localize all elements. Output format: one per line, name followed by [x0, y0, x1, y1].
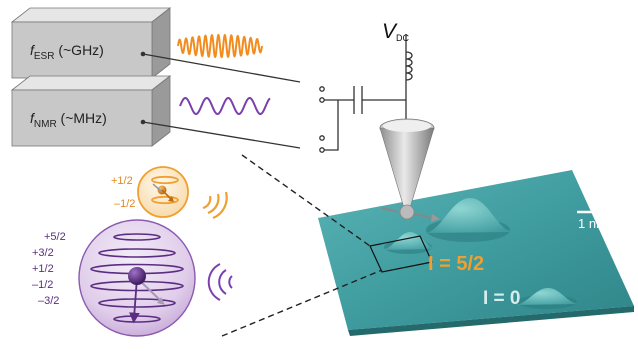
nuclear-level-label: +1/2	[32, 263, 54, 275]
esr-generator-box: fESR (~GHz)	[10, 7, 172, 79]
nmr-radiofrequency-signal	[179, 96, 271, 116]
inductor-coil	[405, 51, 413, 81]
esr-generator-label: fESR (~GHz)	[30, 42, 104, 62]
peak-label-large: I = 5/2	[428, 253, 484, 275]
nmr-generator-box: fNMR (~MHz)	[10, 75, 172, 147]
stm-tip	[379, 118, 440, 222]
scale-bar: 1 nm	[577, 210, 612, 231]
svg-text:1 nm: 1 nm	[578, 216, 607, 231]
dc-voltage-label: VDC	[382, 20, 410, 43]
sample-surface	[318, 170, 634, 336]
nmr-generator-label: fNMR (~MHz)	[30, 110, 107, 130]
nmr-emission-arcs	[207, 263, 233, 301]
peak-label-small: I = 0	[483, 288, 521, 309]
electron-spin-up-label: +1/2	[111, 175, 133, 187]
electron-spin-down-label: –1/2	[114, 198, 135, 210]
nuclear-level-label: +5/2	[44, 231, 66, 243]
nuclear-level-label: –1/2	[32, 279, 53, 291]
electron-spin-sphere	[137, 166, 189, 218]
esr-microwave-signal	[177, 33, 263, 59]
nuclear-level-labels: +5/2 +3/2 +1/2 –1/2 –3/2	[32, 231, 66, 307]
zoom-projection-lines	[221, 154, 383, 337]
nuclear-level-label: –3/2	[38, 295, 59, 307]
circuit-wiring	[142, 34, 407, 153]
nuclear-level-label: +3/2	[32, 247, 54, 259]
esr-emission-arcs	[202, 191, 228, 220]
nuclear-spin-sphere	[78, 219, 196, 337]
